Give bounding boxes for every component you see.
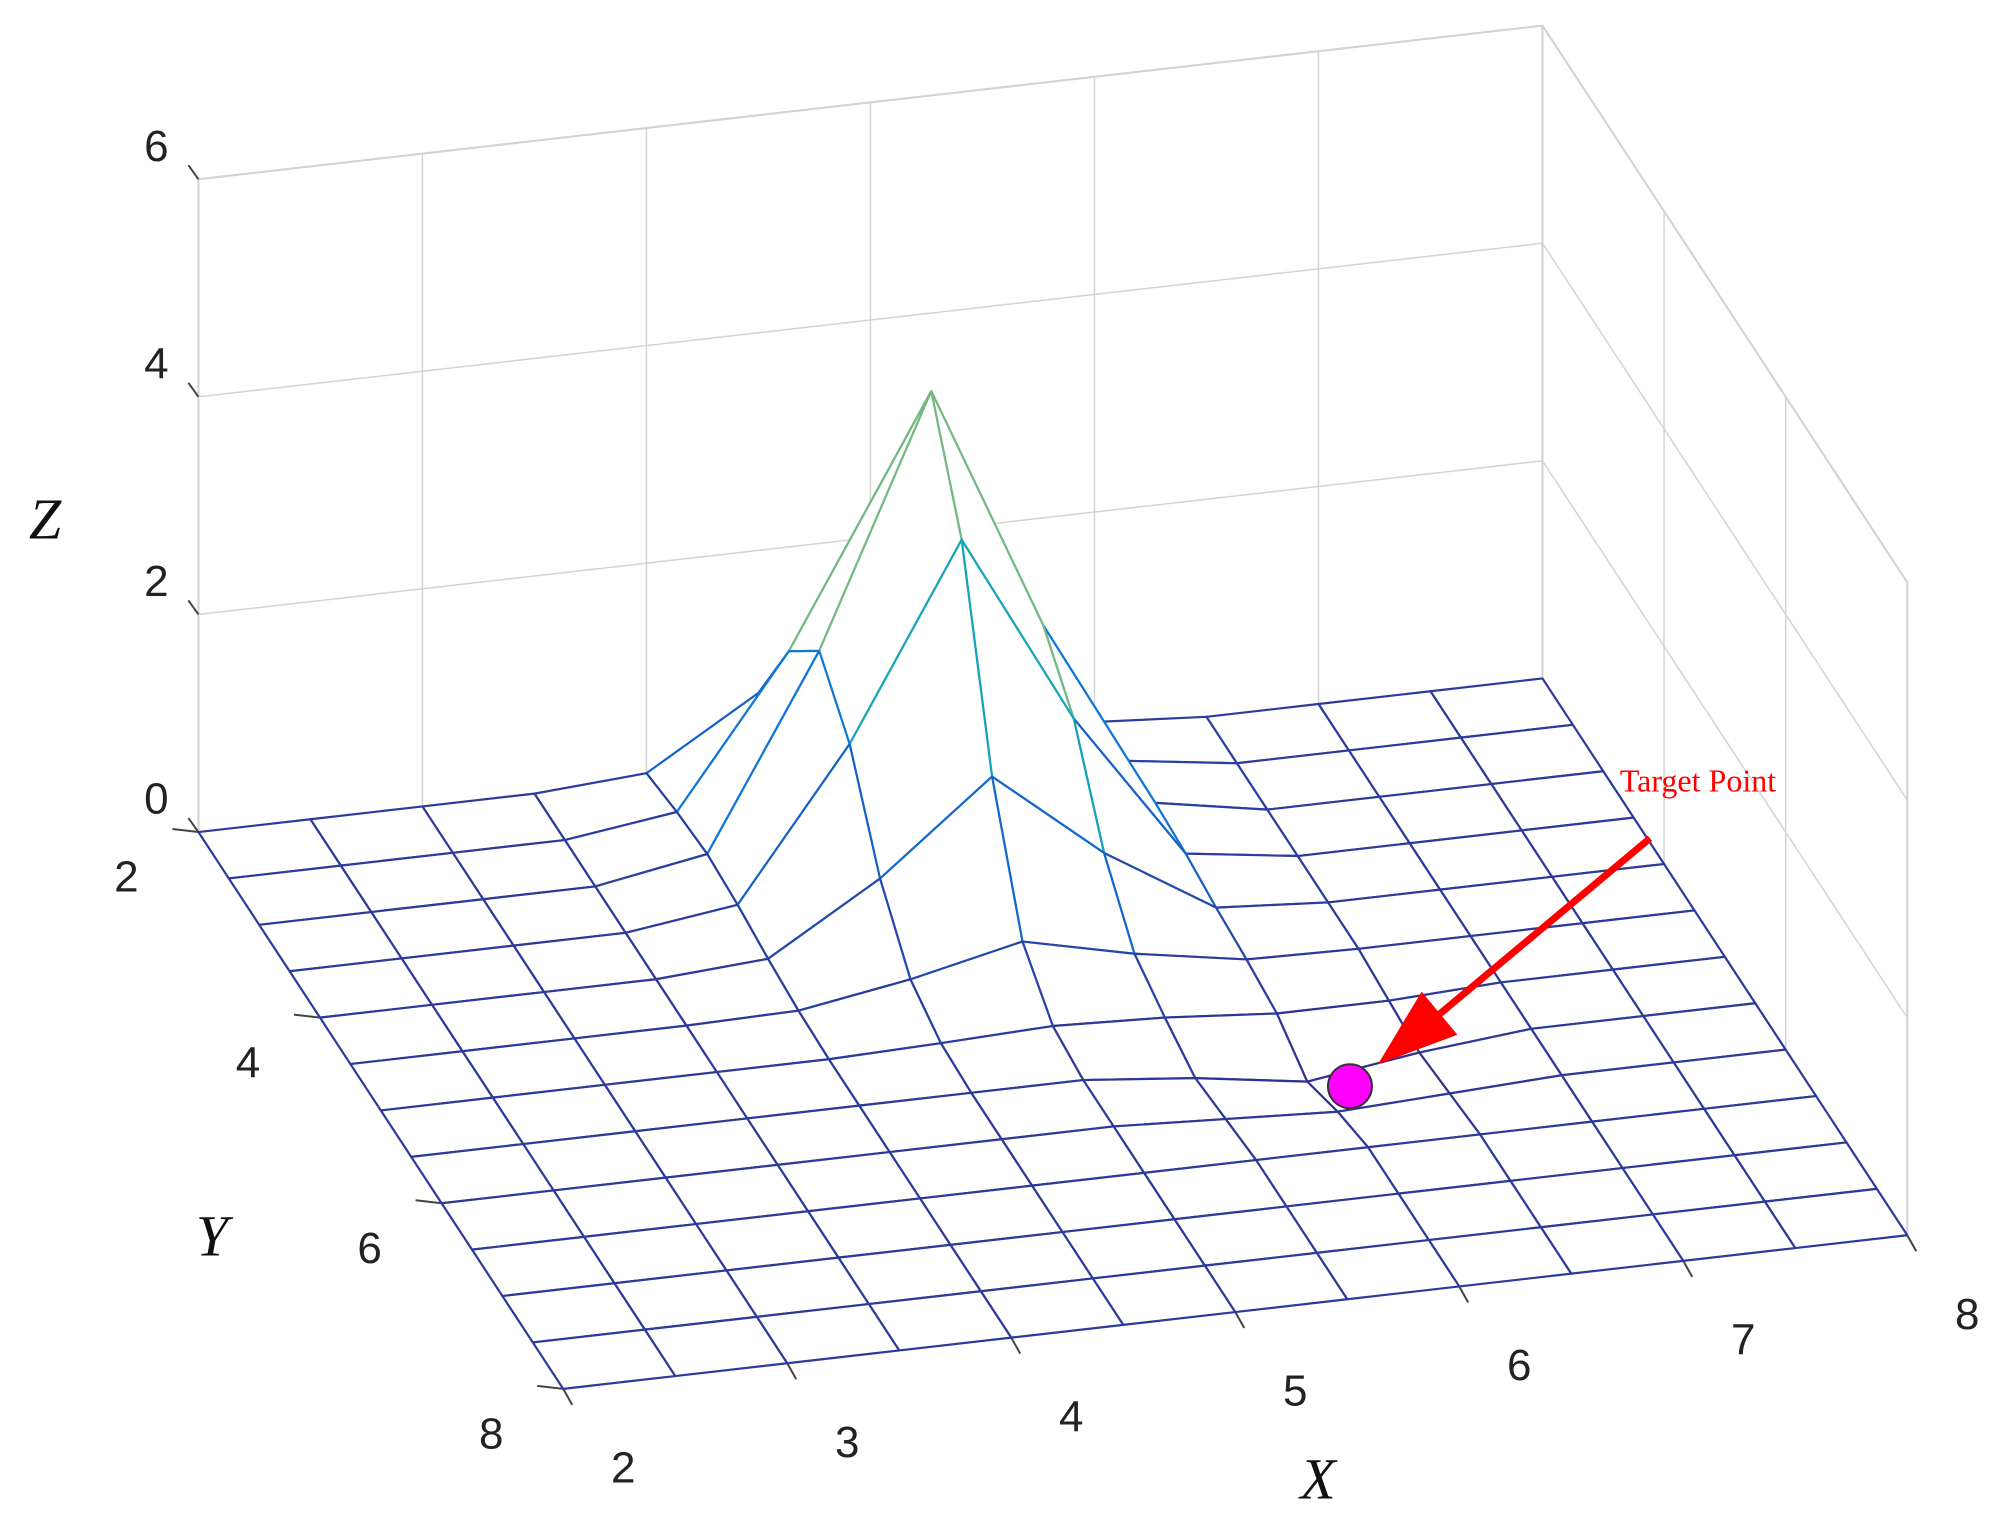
x-tick-label: 8 [1955, 1290, 1979, 1339]
tick-mark [172, 828, 199, 834]
y-tick-label: 4 [236, 1038, 260, 1087]
tick-mark [562, 1388, 574, 1406]
grid-line [198, 242, 1543, 398]
y-axis-title: Y [196, 1203, 234, 1268]
x-tick-label: 6 [1507, 1341, 1531, 1390]
annotation-arrow [1410, 835, 1653, 1039]
grid-line [1541, 25, 1908, 583]
tick-mark [1682, 1260, 1694, 1278]
y-tick-label: 8 [479, 1409, 503, 1458]
y-tick-label: 2 [114, 853, 138, 902]
tick-mark [187, 164, 200, 180]
tick-mark [415, 1199, 442, 1205]
tick-mark [1458, 1285, 1470, 1303]
tick-mark [187, 382, 200, 398]
grid-line [198, 24, 1543, 180]
tick-mark [293, 1013, 321, 1019]
y-tick-label: 6 [357, 1224, 381, 1273]
x-tick-label: 4 [1059, 1392, 1083, 1441]
z-tick-label: 6 [144, 122, 168, 171]
annotation-arrowhead [1377, 991, 1458, 1065]
surface-cell [531, 1328, 677, 1390]
x-tick-label: 5 [1283, 1367, 1307, 1416]
z-tick-label: 0 [144, 775, 168, 824]
tick-mark [187, 817, 200, 833]
tick-mark [537, 1384, 564, 1390]
tick-mark [1010, 1337, 1022, 1355]
tick-mark [1906, 1234, 1918, 1252]
annotation-text: Target Point [1620, 763, 1776, 799]
grid-line [1541, 242, 1908, 801]
grid-line [1541, 460, 1908, 1019]
x-tick-label: 3 [835, 1418, 859, 1467]
z-tick-label: 4 [144, 339, 168, 388]
x-tick-label: 7 [1731, 1315, 1755, 1364]
z-axis-title: Z [29, 486, 62, 551]
x-tick-label: 2 [611, 1443, 635, 1492]
tick-mark [1234, 1311, 1246, 1329]
z-tick-label: 2 [144, 557, 168, 606]
x-axis-title: X [1298, 1446, 1338, 1511]
tick-mark [187, 599, 200, 616]
tick-mark [786, 1362, 798, 1380]
target-marker [1326, 1063, 1373, 1110]
